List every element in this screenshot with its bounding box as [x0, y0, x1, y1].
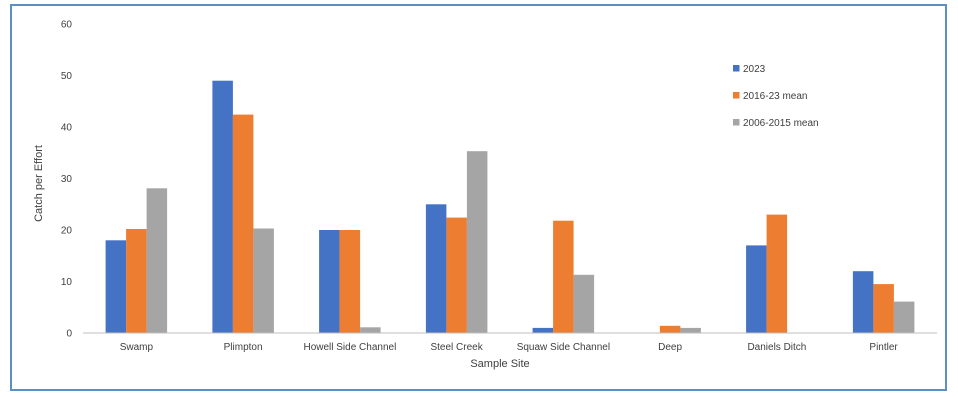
y-tick-label: 20	[61, 226, 73, 237]
legend-label: 2016-23 mean	[743, 91, 808, 102]
bar-2023-0	[105, 240, 127, 333]
bar-2023-1	[212, 80, 233, 333]
legend-swatch	[733, 92, 740, 99]
bar-2006-2015-mean-2	[360, 327, 381, 333]
y-tick-label: 30	[61, 174, 73, 185]
y-tick-label: 0	[66, 329, 72, 340]
bar-2006-2015-mean-4	[573, 274, 595, 333]
legend: 2023 2016-23 mean 2006-2015 mean	[733, 64, 819, 129]
bar-2006-2015-mean-3	[466, 151, 488, 333]
bar-2016-23-mean-4	[553, 220, 574, 333]
x-tick-label: Plimpton	[224, 342, 263, 353]
bar-2016-23-mean-2	[339, 230, 361, 333]
bars	[105, 80, 915, 334]
bar-2006-2015-mean-0	[146, 188, 168, 333]
bar-2023-7	[852, 271, 874, 333]
x-tick-label: Swamp	[120, 342, 154, 353]
y-axis-title: Catch per Effort	[33, 145, 45, 222]
bar-2023-6	[746, 245, 767, 333]
x-tick-label: Deep	[658, 342, 682, 353]
legend-label: 2006-2015 mean	[743, 118, 819, 129]
x-tick-label: Pintler	[869, 342, 898, 353]
bar-2016-23-mean-1	[232, 114, 254, 333]
bar-2016-23-mean-7	[873, 284, 894, 333]
bar-2006-2015-mean-5	[680, 327, 701, 333]
bar-2006-2015-mean-7	[893, 301, 915, 333]
y-tick-label: 50	[61, 71, 73, 82]
bar-2023-4	[532, 327, 554, 333]
y-tick-label: 10	[61, 277, 73, 288]
x-axis-title: Sample Site	[470, 358, 529, 370]
bar-2006-2015-mean-1	[253, 228, 274, 333]
bar-2016-23-mean-5	[659, 325, 681, 333]
y-tick-label: 60	[61, 20, 73, 31]
x-tick-label: Daniels Ditch	[747, 342, 806, 353]
bar-2016-23-mean-0	[126, 229, 147, 333]
legend-label: 2023	[743, 64, 766, 75]
y-tick-label: 40	[61, 123, 73, 134]
x-tick-label: Steel Creek	[430, 342, 483, 353]
bar-2016-23-mean-3	[446, 217, 467, 333]
legend-swatch	[733, 65, 740, 72]
legend-swatch	[733, 119, 740, 126]
bar-2016-23-mean-6	[766, 214, 788, 333]
x-axis-ticks: Swamp Plimpton Howell Side Channel Steel Cr…	[120, 342, 899, 353]
x-tick-label: Howell Side Channel	[303, 342, 396, 353]
y-axis-ticks: 0 10 20 30 40 50 60	[61, 20, 73, 340]
bar-2023-3	[425, 204, 447, 334]
bar-2023-2	[319, 230, 340, 333]
x-tick-label: Squaw Side Channel	[517, 342, 610, 353]
